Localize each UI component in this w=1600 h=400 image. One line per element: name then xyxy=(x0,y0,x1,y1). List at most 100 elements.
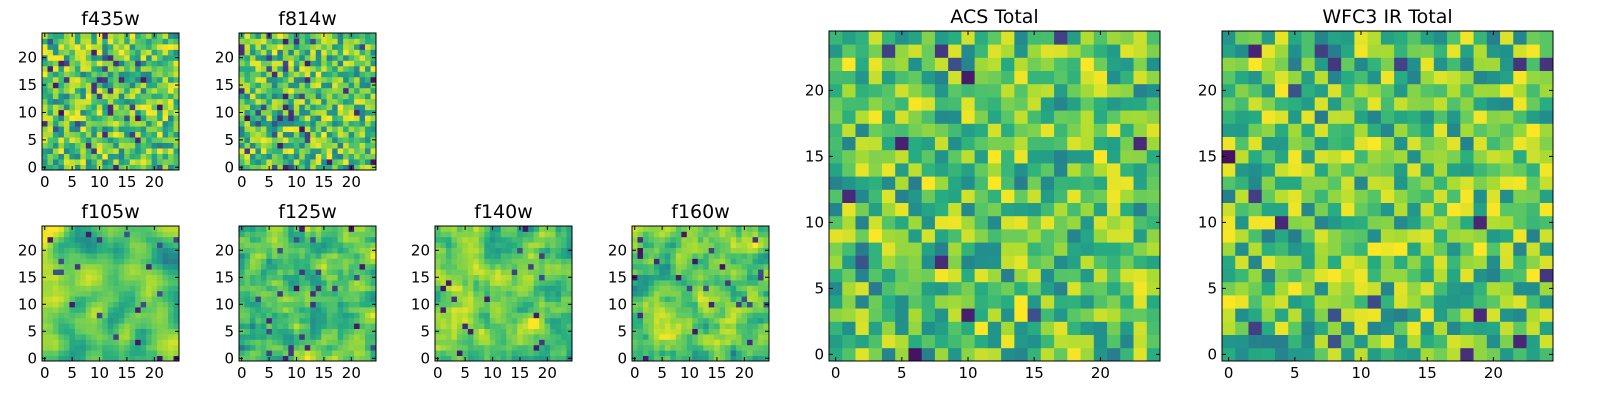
heatmap-cell xyxy=(129,104,136,111)
heatmap-cell xyxy=(1146,70,1161,85)
heatmap-cell xyxy=(1327,202,1342,217)
heatmap-cell xyxy=(642,253,649,259)
heatmap-cell xyxy=(63,236,70,243)
heatmap-cell xyxy=(288,159,295,165)
heatmap-cell xyxy=(741,296,748,302)
heatmap-cell xyxy=(1120,110,1134,124)
heatmap-cell xyxy=(282,33,289,39)
heatmap-cell xyxy=(1248,268,1263,283)
heatmap-cell xyxy=(517,242,524,248)
heatmap-cell xyxy=(151,263,158,270)
heatmap-cell xyxy=(102,334,109,340)
heatmap-cell xyxy=(842,334,856,349)
heatmap-cell xyxy=(1014,149,1028,164)
heatmap-cell xyxy=(703,258,710,265)
heatmap-cell xyxy=(506,344,513,351)
heatmap-cell xyxy=(495,280,502,286)
heatmap-cell xyxy=(1460,215,1474,230)
heatmap-cell xyxy=(842,97,856,111)
heatmap-cell xyxy=(642,301,649,308)
heatmap-cell xyxy=(102,43,109,50)
heatmap-cell xyxy=(140,285,147,292)
heatmap-cell xyxy=(337,38,344,45)
heatmap-cell xyxy=(1513,321,1527,335)
heatmap-cell xyxy=(1394,229,1408,243)
heatmap-cell xyxy=(550,334,556,340)
heatmap-cell xyxy=(842,202,856,217)
heatmap-cell xyxy=(315,263,322,270)
heatmap-cell xyxy=(881,189,896,203)
heatmap-cell xyxy=(642,296,649,302)
heatmap-cell xyxy=(456,242,463,248)
heatmap-cell xyxy=(85,120,92,127)
heatmap-cell xyxy=(664,334,671,340)
heatmap-cell xyxy=(239,87,245,94)
heatmap-cell xyxy=(69,328,76,335)
heatmap-cell xyxy=(365,93,371,100)
heatmap-cell xyxy=(96,76,103,83)
heatmap-cell xyxy=(151,242,158,248)
heatmap-cell xyxy=(473,226,480,232)
heatmap-cell xyxy=(47,350,54,356)
heatmap-cell xyxy=(555,226,562,232)
heatmap-cell xyxy=(703,253,710,259)
heatmap-cell xyxy=(255,296,262,302)
heatmap-cell xyxy=(118,323,125,329)
heatmap-cell xyxy=(299,120,306,127)
heatmap-cell xyxy=(539,334,545,340)
heatmap-cell xyxy=(129,269,136,275)
heatmap-cell xyxy=(747,253,753,259)
heatmap-cell xyxy=(692,317,699,324)
heatmap-cell xyxy=(1248,215,1263,230)
heatmap-cell xyxy=(741,334,748,340)
heatmap-cell xyxy=(255,38,262,45)
heatmap-cell xyxy=(1146,163,1161,177)
heatmap-cell xyxy=(1248,308,1263,322)
heatmap-cell xyxy=(697,280,704,286)
heatmap-cell xyxy=(124,236,131,243)
heatmap-cell xyxy=(124,87,131,94)
heatmap-cell xyxy=(310,126,317,133)
heatmap-cell xyxy=(74,285,81,292)
heatmap-cell xyxy=(310,131,317,138)
heatmap-cell xyxy=(522,296,529,302)
heatmap-cell xyxy=(293,269,300,275)
heatmap-cell xyxy=(544,317,551,324)
heatmap-cell xyxy=(752,344,759,351)
heatmap-cell xyxy=(1433,163,1448,177)
heatmap-cell xyxy=(135,242,142,248)
heatmap-cell xyxy=(670,242,677,248)
heatmap-cell xyxy=(1040,44,1055,58)
heatmap-cell xyxy=(102,126,109,133)
heatmap-cell xyxy=(288,87,295,94)
heatmap-cell xyxy=(255,339,262,346)
heatmap-cell xyxy=(1539,229,1554,243)
heatmap-cell xyxy=(162,71,169,78)
heatmap-cell xyxy=(632,258,638,265)
heatmap-cell xyxy=(118,226,125,232)
heatmap-cell xyxy=(829,281,843,296)
heatmap-cell xyxy=(332,38,339,45)
heatmap-cell xyxy=(522,334,529,340)
heatmap-cell xyxy=(1120,136,1134,151)
heatmap-cell xyxy=(1380,321,1395,335)
heatmap-cell xyxy=(173,153,180,160)
heatmap-cell xyxy=(118,115,125,122)
heatmap-cell xyxy=(1314,255,1329,269)
heatmap-cell xyxy=(288,120,295,127)
heatmap-cell xyxy=(1146,202,1161,217)
heatmap-cell xyxy=(1054,347,1068,362)
heatmap-cell xyxy=(288,82,295,89)
heatmap-cell xyxy=(282,317,289,324)
heatmap-cell xyxy=(288,258,295,265)
heatmap-cell xyxy=(1027,347,1042,362)
heatmap-cell xyxy=(1080,202,1095,217)
heatmap-cell xyxy=(343,253,349,259)
heatmap-cell xyxy=(467,301,474,308)
x-tick-label: 0 xyxy=(40,173,50,191)
heatmap-cell xyxy=(348,60,355,67)
heatmap-cell xyxy=(370,38,377,45)
heatmap-cell xyxy=(648,350,655,356)
heatmap-cell xyxy=(484,312,491,319)
heatmap-cell xyxy=(244,328,251,335)
